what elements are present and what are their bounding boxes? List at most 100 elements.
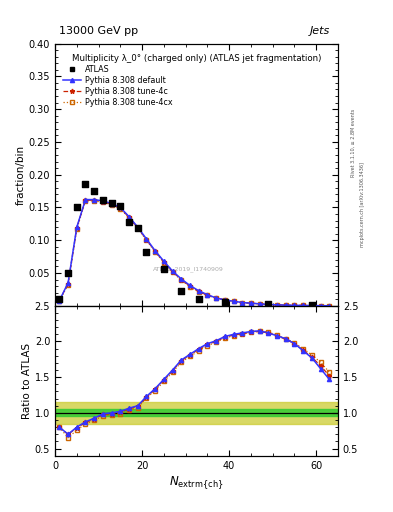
Pythia 8.308 tune-4c	[170, 269, 175, 275]
Pythia 8.308 tune-4cx	[66, 282, 70, 288]
Pythia 8.308 default	[205, 292, 210, 298]
Text: 13000 GeV pp: 13000 GeV pp	[59, 26, 138, 36]
Pythia 8.308 tune-4c	[66, 281, 70, 287]
Pythia 8.308 default	[310, 303, 314, 309]
Pythia 8.308 tune-4c	[205, 292, 210, 298]
Pythia 8.308 tune-4c	[283, 302, 288, 308]
Pythia 8.308 tune-4c	[292, 302, 297, 308]
Pythia 8.308 default	[101, 198, 105, 204]
Line: Pythia 8.308 tune-4c: Pythia 8.308 tune-4c	[57, 198, 332, 308]
Line: Pythia 8.308 tune-4cx: Pythia 8.308 tune-4cx	[57, 199, 331, 308]
Pythia 8.308 default	[127, 214, 131, 220]
Pythia 8.308 tune-4cx	[83, 198, 88, 204]
Pythia 8.308 tune-4c	[83, 197, 88, 203]
Pythia 8.308 tune-4c	[301, 303, 305, 309]
Pythia 8.308 tune-4c	[57, 297, 62, 304]
Pythia 8.308 default	[257, 301, 262, 307]
ATLAS	[161, 265, 167, 273]
Pythia 8.308 tune-4cx	[266, 302, 271, 308]
Legend: ATLAS, Pythia 8.308 default, Pythia 8.308 tune-4c, Pythia 8.308 tune-4cx: ATLAS, Pythia 8.308 default, Pythia 8.30…	[62, 63, 174, 109]
Pythia 8.308 tune-4c	[231, 298, 236, 304]
ATLAS	[309, 301, 315, 309]
Pythia 8.308 tune-4c	[92, 197, 97, 203]
Text: ATLAS_2019_I1740909: ATLAS_2019_I1740909	[152, 266, 224, 272]
Pythia 8.308 tune-4cx	[153, 249, 158, 255]
Pythia 8.308 tune-4c	[127, 214, 131, 220]
Pythia 8.308 tune-4cx	[144, 237, 149, 243]
Pythia 8.308 default	[66, 280, 70, 286]
Pythia 8.308 default	[318, 303, 323, 309]
ATLAS	[117, 202, 123, 210]
Pythia 8.308 tune-4cx	[162, 260, 166, 266]
Pythia 8.308 default	[179, 276, 184, 282]
ATLAS	[265, 301, 272, 309]
ATLAS	[196, 294, 202, 303]
Pythia 8.308 default	[214, 295, 219, 301]
Pythia 8.308 tune-4cx	[240, 300, 244, 306]
Pythia 8.308 tune-4cx	[301, 303, 305, 309]
Pythia 8.308 tune-4cx	[187, 284, 192, 290]
ATLAS	[100, 196, 106, 204]
ATLAS	[91, 187, 97, 195]
Pythia 8.308 tune-4cx	[231, 298, 236, 304]
Pythia 8.308 default	[109, 200, 114, 206]
Pythia 8.308 default	[196, 288, 201, 294]
Pythia 8.308 tune-4c	[266, 302, 271, 308]
ATLAS	[126, 218, 132, 226]
Pythia 8.308 tune-4cx	[92, 198, 97, 204]
Pythia 8.308 default	[292, 302, 297, 308]
Pythia 8.308 tune-4c	[135, 225, 140, 231]
Pythia 8.308 default	[222, 297, 227, 303]
Pythia 8.308 tune-4cx	[205, 292, 210, 298]
Line: Pythia 8.308 default: Pythia 8.308 default	[57, 198, 331, 308]
Y-axis label: fraction/bin: fraction/bin	[16, 144, 26, 205]
Pythia 8.308 tune-4c	[144, 237, 149, 243]
ATLAS	[108, 199, 115, 207]
Pythia 8.308 default	[327, 303, 332, 309]
ATLAS	[143, 248, 150, 256]
Pythia 8.308 tune-4c	[74, 225, 79, 231]
Pythia 8.308 tune-4c	[310, 303, 314, 309]
Pythia 8.308 tune-4cx	[248, 300, 253, 306]
Pythia 8.308 tune-4cx	[118, 206, 123, 212]
Pythia 8.308 tune-4cx	[57, 297, 62, 304]
Pythia 8.308 default	[83, 197, 88, 203]
Pythia 8.308 tune-4c	[248, 300, 253, 306]
Pythia 8.308 default	[162, 258, 166, 264]
Pythia 8.308 default	[231, 298, 236, 304]
Pythia 8.308 default	[266, 302, 271, 308]
Text: Multiplicity λ_0° (charged only) (ATLAS jet fragmentation): Multiplicity λ_0° (charged only) (ATLAS …	[72, 54, 321, 63]
Pythia 8.308 default	[135, 224, 140, 230]
Pythia 8.308 default	[170, 268, 175, 274]
Y-axis label: Ratio to ATLAS: Ratio to ATLAS	[22, 343, 32, 419]
Pythia 8.308 default	[57, 297, 62, 304]
Pythia 8.308 tune-4c	[318, 303, 323, 309]
ATLAS	[56, 295, 62, 303]
Pythia 8.308 tune-4cx	[127, 215, 131, 221]
Pythia 8.308 tune-4c	[275, 302, 279, 308]
ATLAS	[83, 180, 89, 188]
ATLAS	[65, 269, 71, 277]
Pythia 8.308 tune-4c	[196, 288, 201, 294]
Pythia 8.308 tune-4c	[240, 300, 244, 306]
Pythia 8.308 default	[187, 283, 192, 289]
Pythia 8.308 tune-4cx	[179, 277, 184, 283]
Pythia 8.308 default	[301, 303, 305, 309]
Pythia 8.308 tune-4cx	[214, 295, 219, 301]
Pythia 8.308 tune-4c	[153, 248, 158, 254]
Pythia 8.308 default	[153, 248, 158, 254]
Pythia 8.308 tune-4cx	[283, 302, 288, 308]
Pythia 8.308 tune-4cx	[292, 302, 297, 308]
Pythia 8.308 tune-4cx	[109, 202, 114, 208]
Pythia 8.308 tune-4cx	[170, 269, 175, 275]
Pythia 8.308 default	[118, 204, 123, 210]
Pythia 8.308 default	[144, 236, 149, 242]
Pythia 8.308 tune-4c	[101, 199, 105, 205]
Pythia 8.308 tune-4c	[118, 205, 123, 211]
X-axis label: $N_{\rm extrm\{ch\}}$: $N_{\rm extrm\{ch\}}$	[169, 475, 224, 492]
Pythia 8.308 tune-4c	[162, 259, 166, 265]
Pythia 8.308 tune-4cx	[327, 303, 332, 309]
Pythia 8.308 default	[240, 300, 244, 306]
Pythia 8.308 tune-4c	[327, 303, 332, 309]
Pythia 8.308 default	[275, 302, 279, 308]
